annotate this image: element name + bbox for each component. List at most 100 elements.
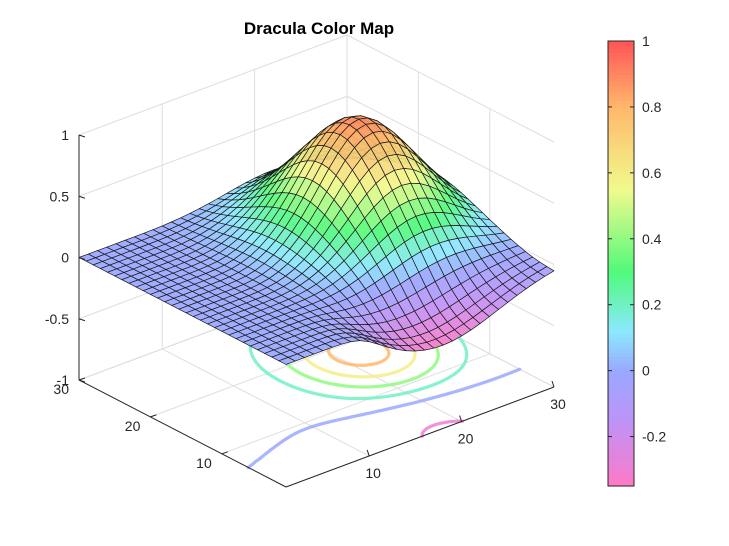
colorbar-segment: [608, 478, 634, 483]
colorbar-segment: [608, 330, 634, 335]
z-tick: [78, 134, 86, 138]
colorbar-segment: [608, 107, 634, 113]
colorbar-segment: [608, 378, 634, 383]
colorbar-segment: [608, 193, 634, 198]
grid-line: [78, 95, 348, 197]
colorbar-segment: [608, 141, 634, 146]
colorbar-segment: [608, 415, 634, 420]
colorbar-segment: [608, 311, 634, 317]
colorbar-segment: [608, 441, 634, 446]
colorbar-segment: [608, 359, 634, 365]
colorbar-segment: [608, 148, 634, 153]
colorbar-segment: [608, 185, 634, 190]
colorbar-segment: [608, 241, 634, 246]
colorbar-segment: [608, 463, 634, 469]
grid-line: [161, 348, 370, 457]
colorbar-segment: [608, 100, 634, 105]
colorbar-segment: [608, 341, 634, 346]
colorbar-segment: [608, 256, 634, 261]
colorbar-segment: [608, 356, 634, 361]
colorbar-tick-label: 0.6: [642, 165, 662, 181]
colorbar-segment: [608, 467, 634, 472]
grid-line: [221, 353, 490, 455]
colorbar-segment: [608, 92, 634, 98]
colorbar-segment: [608, 230, 634, 235]
colorbar-segment: [608, 333, 634, 339]
z-tick-label: 0.5: [50, 188, 70, 204]
z-tick-label: 0: [61, 250, 69, 266]
z-tick-label: -1: [57, 372, 70, 388]
colorbar-segment: [608, 152, 634, 157]
axis-line: [285, 386, 555, 488]
colorbar-segment: [608, 471, 634, 476]
colorbar-segment: [608, 300, 634, 305]
colorbar-segment: [608, 174, 634, 179]
x-tick-label: 10: [365, 465, 381, 481]
y-tick-label: 10: [196, 455, 212, 471]
colorbar-tick-label: 0.4: [642, 231, 662, 247]
colorbar-segment: [608, 452, 634, 457]
colorbar-segment: [608, 118, 634, 124]
colorbar-segment: [608, 389, 634, 394]
chart-title: Dracula Color Map: [244, 19, 394, 38]
colorbar-segment: [608, 167, 634, 172]
grid-line: [78, 34, 348, 136]
colorbar-segment: [608, 44, 634, 50]
colorbar-segment: [608, 233, 634, 239]
colorbar-segment: [608, 267, 634, 272]
axis-line: [78, 379, 287, 488]
colorbar-tick-label: 0.2: [642, 297, 662, 313]
colorbar-segment: [608, 89, 634, 94]
colorbar-segment: [608, 434, 634, 439]
colorbar-segment: [608, 345, 634, 350]
colorbar: -0.2 0 0.2 0.4 0.6 0.8 1: [607, 33, 666, 487]
z-tick: [78, 318, 86, 322]
colorbar-segment: [608, 219, 634, 224]
colorbar-segment: [608, 393, 634, 398]
colorbar-segment: [608, 248, 634, 253]
colorbar-segment: [608, 270, 634, 276]
colorbar-segment: [608, 422, 634, 428]
colorbar-tick-label: 1: [642, 33, 650, 49]
colorbar-segment: [608, 70, 634, 75]
colorbar-segment: [608, 133, 634, 139]
colorbar-segment: [608, 126, 634, 131]
colorbar-segment: [608, 170, 634, 176]
z-tick: [78, 379, 86, 383]
colorbar-segment: [608, 315, 634, 320]
colorbar-segment: [608, 137, 634, 142]
colorbar-segment: [608, 48, 634, 53]
colorbar-segment: [608, 285, 634, 291]
colorbar-segment: [608, 445, 634, 450]
colorbar-segment: [608, 200, 634, 205]
colorbar-segment: [608, 74, 634, 79]
colorbar-segment: [608, 189, 634, 194]
colorbar-segment: [608, 85, 634, 90]
colorbar-segment: [608, 448, 634, 454]
x-tick-label: 20: [458, 430, 474, 446]
colorbar-segment: [608, 404, 634, 409]
colorbar-segment: [608, 111, 634, 116]
colorbar-segment: [608, 308, 634, 313]
colorbar-segment: [608, 222, 634, 228]
colorbar-segment: [608, 474, 634, 480]
colorbar-segment: [608, 181, 634, 187]
colorbar-segment: [608, 430, 634, 435]
grid-line: [346, 95, 555, 204]
colorbar-segment: [608, 178, 634, 183]
colorbar-segment: [608, 363, 634, 368]
colorbar-tick-label: 0.8: [642, 99, 662, 115]
colorbar-segment: [608, 374, 634, 380]
z-tick-label: -0.5: [45, 311, 69, 327]
colorbar-segment: [608, 426, 634, 431]
colorbar-segment: [608, 78, 634, 83]
colorbar-segment: [608, 66, 634, 72]
colorbar-segment: [608, 408, 634, 413]
colorbar-segment: [608, 226, 634, 231]
z-tick: [78, 195, 86, 199]
colorbar-segment: [608, 204, 634, 209]
colorbar-segment: [608, 437, 634, 443]
colorbar-segment: [608, 130, 634, 135]
colorbar-segment: [608, 211, 634, 216]
